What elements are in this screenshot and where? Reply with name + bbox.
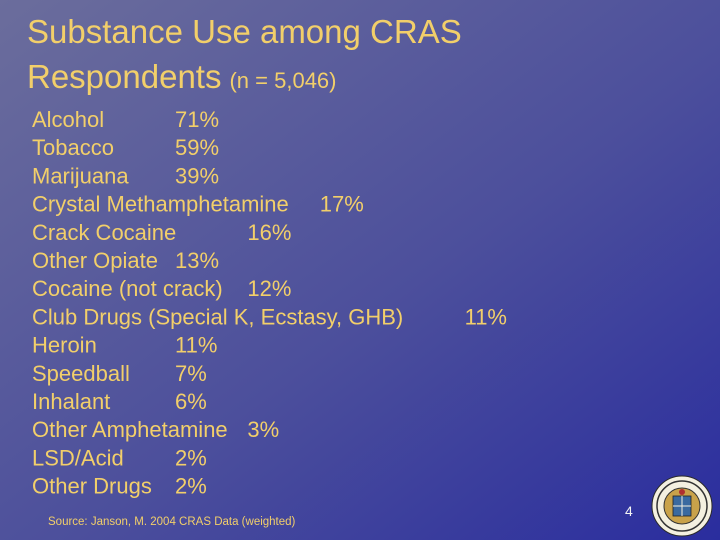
item-value: 7%	[175, 361, 207, 386]
item-value: 2%	[175, 474, 207, 499]
item-value: 13%	[175, 248, 219, 273]
item-value: 39%	[175, 163, 219, 188]
item-label: Marijuana	[32, 163, 129, 188]
seal-logo	[651, 475, 713, 537]
subtitle: (n = 5,046)	[229, 68, 336, 93]
item-value: 12%	[247, 276, 291, 301]
item-label: Crystal Methamphetamine	[32, 192, 289, 217]
item-label: Club Drugs (Special K, Ecstasy, GHB)	[32, 304, 403, 329]
item-value: 59%	[175, 135, 219, 160]
title: Respondents	[27, 58, 221, 95]
item-value: 17%	[320, 192, 364, 217]
substance-list: Alcohol 71% Tobacco 59% Marijuana 39% Crystal …	[32, 107, 507, 499]
item-value: 3%	[247, 417, 279, 442]
title: Substance Use among CRAS	[27, 13, 462, 50]
source: Source: Janson, M. 2004 CRAS Data (weigh…	[48, 516, 296, 528]
page-number: 4	[625, 503, 633, 519]
item-label: Alcohol	[32, 107, 104, 132]
item-value: 16%	[247, 220, 291, 245]
item-label: Inhalant	[32, 389, 110, 414]
item-label: Other Opiate	[32, 248, 158, 273]
item-label: LSD/Acid	[32, 445, 124, 470]
item-value: 6%	[175, 389, 207, 414]
item-value: 2%	[175, 445, 207, 470]
item-value: 71%	[175, 107, 219, 132]
item-label: Tobacco	[32, 135, 114, 160]
item-label: Cocaine (not crack)	[32, 276, 223, 301]
title-line: Respondents (n = 5,046)	[27, 58, 337, 95]
item-label: Crack Cocaine	[32, 220, 176, 245]
item-value: 11%	[175, 333, 217, 358]
item-label: Speedball	[32, 361, 130, 386]
item-label: Other Amphetamine	[32, 417, 228, 442]
item-label: Other Drugs	[32, 474, 152, 499]
item-label: Heroin	[32, 333, 97, 358]
item-value: 11%	[465, 304, 507, 329]
